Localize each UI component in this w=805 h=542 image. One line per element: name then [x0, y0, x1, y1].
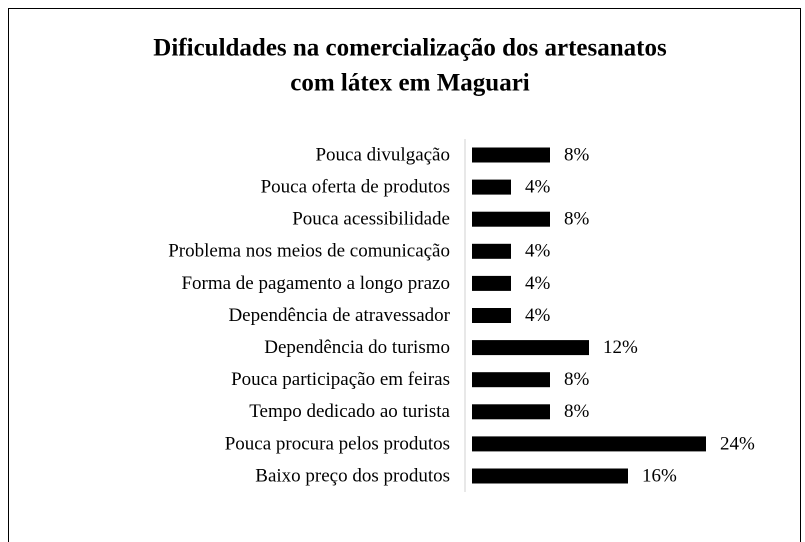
value-label: 12%	[603, 337, 638, 358]
category-label: Pouca divulgação	[315, 144, 450, 165]
bar	[472, 211, 550, 227]
category-label: Forma de pagamento a longo prazo	[181, 273, 450, 294]
category-label: Dependência de atravessador	[228, 305, 450, 326]
value-label: 4%	[525, 273, 551, 294]
category-label: Pouca procura pelos produtos	[225, 433, 450, 454]
category-label: Problema nos meios de comunicação	[168, 241, 450, 262]
chart-title: Dificuldades na comercialização dos arte…	[153, 35, 667, 62]
category-label: Tempo dedicado ao turista	[249, 401, 450, 422]
value-label: 24%	[720, 433, 755, 454]
category-label: Dependência do turismo	[264, 337, 450, 358]
value-label: 8%	[564, 369, 590, 390]
bar	[472, 340, 589, 356]
value-label: 8%	[564, 209, 590, 230]
category-label: Pouca oferta de produtos	[261, 176, 450, 197]
bar	[472, 179, 511, 195]
bar	[472, 404, 550, 420]
value-label: 4%	[525, 241, 551, 262]
bar	[472, 308, 511, 323]
value-label: 8%	[564, 401, 590, 422]
category-label: Pouca participação em feiras	[231, 369, 450, 390]
chart-frame	[8, 8, 801, 542]
value-label: 4%	[525, 305, 551, 326]
chart-title: com látex em Maguari	[290, 70, 530, 97]
bar	[472, 275, 511, 291]
category-label: Baixo preço dos produtos	[255, 465, 450, 486]
bar	[472, 243, 511, 259]
bar	[472, 372, 550, 388]
value-label: 16%	[642, 465, 677, 486]
bar	[472, 468, 628, 484]
bar	[472, 147, 550, 163]
category-label: Pouca acessibilidade	[292, 209, 450, 230]
value-label: 8%	[564, 144, 590, 165]
bar	[472, 436, 706, 452]
value-label: 4%	[525, 176, 551, 197]
